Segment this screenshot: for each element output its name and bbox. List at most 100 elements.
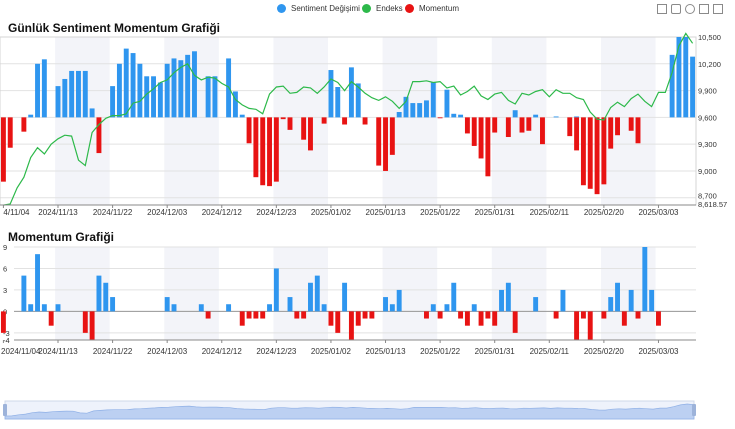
momentum-bar[interactable] bbox=[601, 117, 607, 185]
sentiment-bar[interactable] bbox=[533, 114, 539, 118]
momentum-value-bar[interactable] bbox=[103, 282, 109, 312]
momentum-value-bar[interactable] bbox=[246, 311, 252, 319]
momentum-value-bar[interactable] bbox=[635, 311, 641, 319]
sentiment-bar[interactable] bbox=[690, 56, 696, 118]
zoom-handle-right-icon[interactable] bbox=[692, 404, 696, 416]
momentum-value-bar[interactable] bbox=[533, 297, 539, 312]
sentiment-bar[interactable] bbox=[171, 58, 177, 118]
momentum-value-bar[interactable] bbox=[505, 282, 511, 312]
momentum-value-bar[interactable] bbox=[28, 304, 34, 312]
momentum-value-bar[interactable] bbox=[171, 304, 177, 312]
sentiment-bar[interactable] bbox=[512, 110, 518, 118]
momentum-value-bar[interactable] bbox=[48, 311, 54, 326]
momentum-value-bar[interactable] bbox=[580, 311, 586, 319]
momentum-value-bar[interactable] bbox=[164, 297, 170, 312]
momentum-value-bar[interactable] bbox=[560, 289, 566, 312]
sentiment-bar[interactable] bbox=[355, 83, 361, 118]
momentum-value-bar[interactable] bbox=[396, 289, 402, 312]
sentiment-bar[interactable] bbox=[123, 48, 129, 118]
momentum-value-bar[interactable] bbox=[321, 304, 327, 312]
momentum-bar[interactable] bbox=[273, 117, 279, 182]
sentiment-bar[interactable] bbox=[144, 76, 150, 118]
momentum-bar[interactable] bbox=[0, 117, 6, 182]
momentum-value-bar[interactable] bbox=[642, 247, 648, 312]
momentum-value-bar[interactable] bbox=[273, 268, 279, 312]
sentiment-bar[interactable] bbox=[417, 103, 423, 118]
momentum-value-bar[interactable] bbox=[608, 297, 614, 312]
momentum-bar[interactable] bbox=[21, 117, 27, 132]
sentiment-bar[interactable] bbox=[76, 70, 81, 118]
momentum-bar[interactable] bbox=[253, 117, 259, 178]
momentum-bar[interactable] bbox=[526, 117, 532, 131]
sentiment-bar[interactable] bbox=[676, 37, 682, 118]
momentum-bar[interactable] bbox=[362, 117, 368, 125]
momentum-value-bar[interactable] bbox=[89, 311, 95, 340]
sentiment-bar[interactable] bbox=[574, 116, 580, 118]
momentum-value-bar[interactable] bbox=[389, 304, 395, 312]
momentum-value-bar[interactable] bbox=[198, 304, 204, 312]
momentum-value-bar[interactable] bbox=[444, 304, 450, 312]
momentum-value-bar[interactable] bbox=[362, 311, 368, 319]
momentum-value-bar[interactable] bbox=[553, 311, 559, 319]
sentiment-bar[interactable] bbox=[55, 86, 61, 118]
momentum-value-bar[interactable] bbox=[328, 311, 334, 326]
momentum-value-bar[interactable] bbox=[35, 254, 40, 312]
sentiment-bar[interactable] bbox=[403, 96, 409, 118]
zoom-icon[interactable] bbox=[657, 4, 667, 14]
legend-item-sentiment[interactable]: Sentiment Değişimi bbox=[277, 4, 360, 13]
momentum-bar[interactable] bbox=[628, 117, 634, 131]
momentum-value-bar[interactable] bbox=[21, 275, 27, 312]
momentum-value-bar[interactable] bbox=[355, 311, 361, 326]
sentiment-bar[interactable] bbox=[116, 63, 122, 118]
momentum-value-bar[interactable] bbox=[383, 297, 388, 312]
momentum-bar[interactable] bbox=[540, 117, 545, 145]
momentum-value-bar[interactable] bbox=[314, 275, 320, 312]
momentum-bar[interactable] bbox=[301, 117, 307, 140]
momentum-value-bar[interactable] bbox=[253, 311, 259, 319]
sentiment-bar[interactable] bbox=[553, 116, 559, 118]
momentum-value-bar[interactable] bbox=[41, 304, 47, 312]
sentiment-bar[interactable] bbox=[683, 37, 689, 118]
momentum-value-bar[interactable] bbox=[82, 311, 88, 333]
momentum-bar[interactable] bbox=[519, 117, 525, 133]
momentum-value-bar[interactable] bbox=[301, 311, 307, 319]
momentum-bar[interactable] bbox=[587, 117, 593, 189]
zoom-handle-left-icon[interactable] bbox=[3, 404, 7, 416]
momentum-bar[interactable] bbox=[321, 117, 327, 124]
sentiment-bar[interactable] bbox=[130, 53, 136, 118]
momentum-value-bar[interactable] bbox=[649, 289, 655, 312]
endeks-line[interactable] bbox=[3, 32, 694, 206]
momentum-bar[interactable] bbox=[580, 117, 586, 186]
momentum-bar[interactable] bbox=[342, 117, 348, 125]
sentiment-bar[interactable] bbox=[35, 63, 40, 118]
momentum-value-bar[interactable] bbox=[308, 282, 313, 312]
sentiment-bar[interactable] bbox=[396, 112, 402, 118]
sentiment-bar[interactable] bbox=[89, 108, 95, 118]
momentum-value-bar[interactable] bbox=[437, 311, 443, 319]
sentiment-bar[interactable] bbox=[28, 114, 34, 118]
sentiment-bar[interactable] bbox=[185, 54, 191, 118]
save-image-icon[interactable] bbox=[713, 4, 723, 14]
momentum-bar[interactable] bbox=[246, 117, 252, 144]
momentum-value-bar[interactable] bbox=[628, 289, 634, 312]
momentum-value-bar[interactable] bbox=[485, 311, 491, 319]
restore-icon[interactable] bbox=[685, 4, 695, 14]
sentiment-bar[interactable] bbox=[669, 54, 675, 118]
sentiment-bar[interactable] bbox=[239, 114, 245, 118]
momentum-bar[interactable] bbox=[287, 117, 293, 130]
momentum-bar[interactable] bbox=[485, 117, 491, 177]
momentum-value-bar[interactable] bbox=[96, 275, 102, 312]
zoom-reset-icon[interactable] bbox=[671, 4, 681, 14]
sentiment-bar[interactable] bbox=[451, 113, 457, 118]
momentum-value-bar[interactable] bbox=[0, 311, 6, 333]
momentum-bar[interactable] bbox=[308, 117, 313, 151]
sentiment-bar[interactable] bbox=[458, 114, 464, 118]
momentum-value-bar[interactable] bbox=[499, 289, 504, 312]
momentum-bar[interactable] bbox=[492, 117, 498, 133]
momentum-value-bar[interactable] bbox=[601, 311, 607, 319]
momentum-value-bar[interactable] bbox=[574, 311, 580, 340]
momentum-bar[interactable] bbox=[608, 117, 614, 149]
sentiment-bar[interactable] bbox=[335, 87, 341, 118]
momentum-bar[interactable] bbox=[260, 117, 266, 186]
momentum-value-bar[interactable] bbox=[478, 311, 484, 326]
